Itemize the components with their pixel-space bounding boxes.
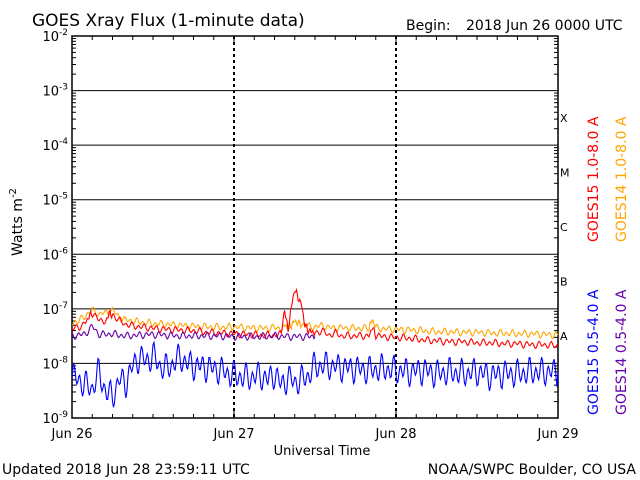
legend-item-2: GOES15 0.5-4.0 A (586, 289, 602, 415)
series-line-1 (71, 306, 559, 340)
begin-value: 2018 Jun 26 0000 UTC (466, 18, 623, 34)
y-tick-label: 10-8 (42, 355, 68, 372)
updated-timestamp: Updated 2018 Jun 28 23:59:11 UTC (2, 462, 250, 478)
svg-text:Watts m-2: Watts m-2 (8, 188, 26, 256)
legend-item-0: GOES15 1.0-8.0 A (586, 116, 602, 242)
series-layer (71, 287, 559, 408)
x-tick-label: Jun 28 (375, 427, 417, 442)
flare-class-labels: X M C B A (560, 112, 570, 343)
vertical-gridlines (71, 36, 559, 418)
y-axis-label: Watts m-2 (8, 188, 26, 256)
x-tick-labels: Jun 26 Jun 27 Jun 28 Jun 29 (51, 427, 579, 442)
x-tick-label: Jun 26 (51, 427, 93, 442)
series-line-0 (71, 287, 559, 350)
y-tick-label: 10-5 (42, 192, 68, 209)
legend: GOES15 1.0-8.0 A GOES14 1.0-8.0 A GOES15 0… (586, 116, 630, 415)
flare-class-A: A (560, 330, 568, 343)
y-axis-label-exp: -2 (8, 188, 19, 198)
series-line-3 (71, 323, 316, 342)
chart-title: GOES Xray Flux (1-minute data) (32, 11, 305, 31)
y-tick-label: 10-7 (42, 301, 68, 318)
x-tick-label: Jun 29 (537, 427, 579, 442)
begin-label: Begin: (406, 18, 451, 34)
y-tick-label: 10-3 (42, 83, 68, 100)
flare-class-C: C (560, 221, 568, 234)
flare-class-B: B (560, 276, 568, 289)
legend-item-3: GOES14 0.5-4.0 A (614, 289, 630, 415)
y-tick-label: 10-6 (42, 246, 68, 263)
flare-class-X: X (560, 112, 568, 125)
x-axis-label: Universal Time (274, 444, 371, 459)
y-tick-labels: 10-2 10-3 10-4 10-5 10-6 10-7 10-8 10-9 (42, 28, 68, 427)
y-tick-label: 10-2 (42, 28, 68, 45)
y-tick-label: 10-4 (42, 137, 68, 154)
credit-text: NOAA/SWPC Boulder, CO USA (428, 462, 637, 478)
x-tick-label: Jun 27 (213, 427, 255, 442)
y-axis-label-main: Watts m (10, 198, 26, 256)
legend-item-1: GOES14 1.0-8.0 A (614, 116, 630, 242)
y-tick-label: 10-9 (42, 410, 68, 427)
series-line-2 (71, 340, 559, 408)
flare-class-M: M (560, 166, 570, 179)
